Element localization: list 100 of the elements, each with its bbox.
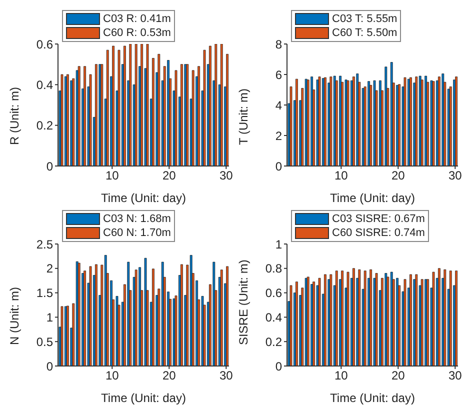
y-tick-label: 2	[46, 262, 54, 276]
bar	[152, 268, 154, 366]
bar	[220, 270, 223, 366]
bar	[146, 44, 149, 166]
bar	[174, 70, 178, 166]
bar	[84, 66, 86, 166]
bar	[158, 54, 160, 166]
bar	[444, 269, 446, 366]
x-tick-label: 30	[219, 368, 234, 383]
bar	[214, 44, 218, 166]
bar	[290, 86, 292, 166]
bar	[438, 268, 440, 366]
y-tick-label: 0	[275, 159, 282, 174]
bar	[118, 50, 120, 166]
bar	[455, 270, 458, 366]
bar	[180, 64, 183, 166]
y-tick-label: 1	[275, 237, 282, 252]
bar	[375, 273, 378, 366]
bar	[370, 84, 372, 166]
bar	[432, 272, 435, 366]
bar	[180, 264, 183, 366]
y-tick-label: 0.6	[265, 286, 282, 300]
y-tick-label: 0.2	[36, 118, 54, 133]
x-tick-label: 30	[448, 168, 462, 183]
legend-label: C03 T: 5.55m	[332, 12, 398, 26]
y-axis-title: SISRE (Unit: m)	[236, 260, 250, 345]
bar	[415, 274, 418, 366]
x-tick-label: 20	[391, 168, 406, 183]
bar	[226, 266, 228, 366]
bar	[404, 77, 406, 166]
bar	[226, 54, 228, 166]
y-tick-label: 4	[275, 98, 282, 112]
bar	[198, 66, 200, 166]
bar	[410, 274, 412, 366]
y-tick-label: 0.8	[265, 262, 282, 276]
bar	[140, 44, 143, 166]
bar	[129, 44, 132, 166]
bar	[60, 74, 64, 166]
bar	[420, 80, 424, 166]
y-tick-label: 0.4	[36, 78, 54, 92]
x-axis-title: Time (Unit: day)	[330, 191, 415, 205]
legend-label: C03 SISRE: 0.67m	[332, 212, 425, 226]
bar	[370, 269, 372, 366]
y-axis-title: N (Unit: m)	[7, 287, 22, 345]
y-tick-label: 2	[275, 128, 282, 143]
y-tick-label: 1.5	[36, 286, 54, 300]
y-tick-label: 2.5	[36, 237, 54, 252]
y-tick-label: 0.6	[36, 37, 54, 52]
bar	[438, 76, 440, 166]
bar	[364, 270, 366, 366]
bar	[89, 266, 92, 366]
bar	[152, 58, 154, 166]
legend-label: C60 T: 5.50m	[332, 26, 398, 40]
bar	[415, 76, 418, 166]
x-axis-title: Time (Unit: day)	[101, 191, 186, 205]
x-tick-label: 10	[105, 368, 120, 383]
bar	[95, 64, 98, 166]
bar	[449, 270, 452, 366]
y-axis-title: T (Unit: m)	[236, 88, 250, 145]
x-tick-label: 30	[448, 368, 462, 383]
bar	[60, 306, 64, 366]
y-tick-label: 0.2	[265, 334, 282, 349]
legend-label: C60 R: 0.53m	[103, 26, 171, 40]
bar	[84, 270, 86, 366]
bar	[455, 76, 458, 166]
x-axis-title: Time (Unit: day)	[101, 391, 186, 405]
bar	[318, 278, 321, 366]
legend-label: C60 SISRE: 0.74m	[332, 226, 425, 240]
legend-label: C60 N: 1.70m	[103, 226, 171, 240]
bar	[318, 76, 321, 166]
legend-label: C03 N: 1.68m	[103, 212, 171, 226]
bar	[352, 76, 355, 166]
bar	[346, 272, 350, 366]
bar	[296, 78, 298, 166]
y-tick-label: 0	[275, 359, 282, 374]
bar	[106, 50, 109, 166]
y-tick-label: 0	[46, 159, 54, 174]
x-axis-title: Time (Unit: day)	[330, 391, 415, 405]
x-tick-label: 10	[105, 168, 120, 183]
bar	[124, 46, 126, 166]
bar	[420, 279, 424, 366]
x-tick-label: 10	[334, 168, 348, 183]
y-tick-label: 8	[275, 37, 282, 52]
bar	[89, 74, 92, 166]
bar	[324, 274, 326, 366]
legend-label: C03 R: 0.41m	[103, 12, 171, 26]
bar	[290, 285, 292, 366]
x-tick-label: 20	[162, 168, 176, 183]
bar	[335, 270, 338, 366]
bar	[112, 46, 114, 166]
y-axis-title: R (Unit: m)	[7, 87, 22, 145]
bar	[203, 50, 206, 166]
bar	[352, 268, 355, 366]
y-tick-label: 0	[46, 359, 54, 374]
bar	[134, 270, 138, 366]
bar	[144, 258, 147, 366]
bar	[296, 282, 298, 366]
y-tick-label: 0.4	[265, 310, 282, 324]
bar	[312, 282, 315, 366]
y-tick-label: 1	[46, 310, 54, 324]
